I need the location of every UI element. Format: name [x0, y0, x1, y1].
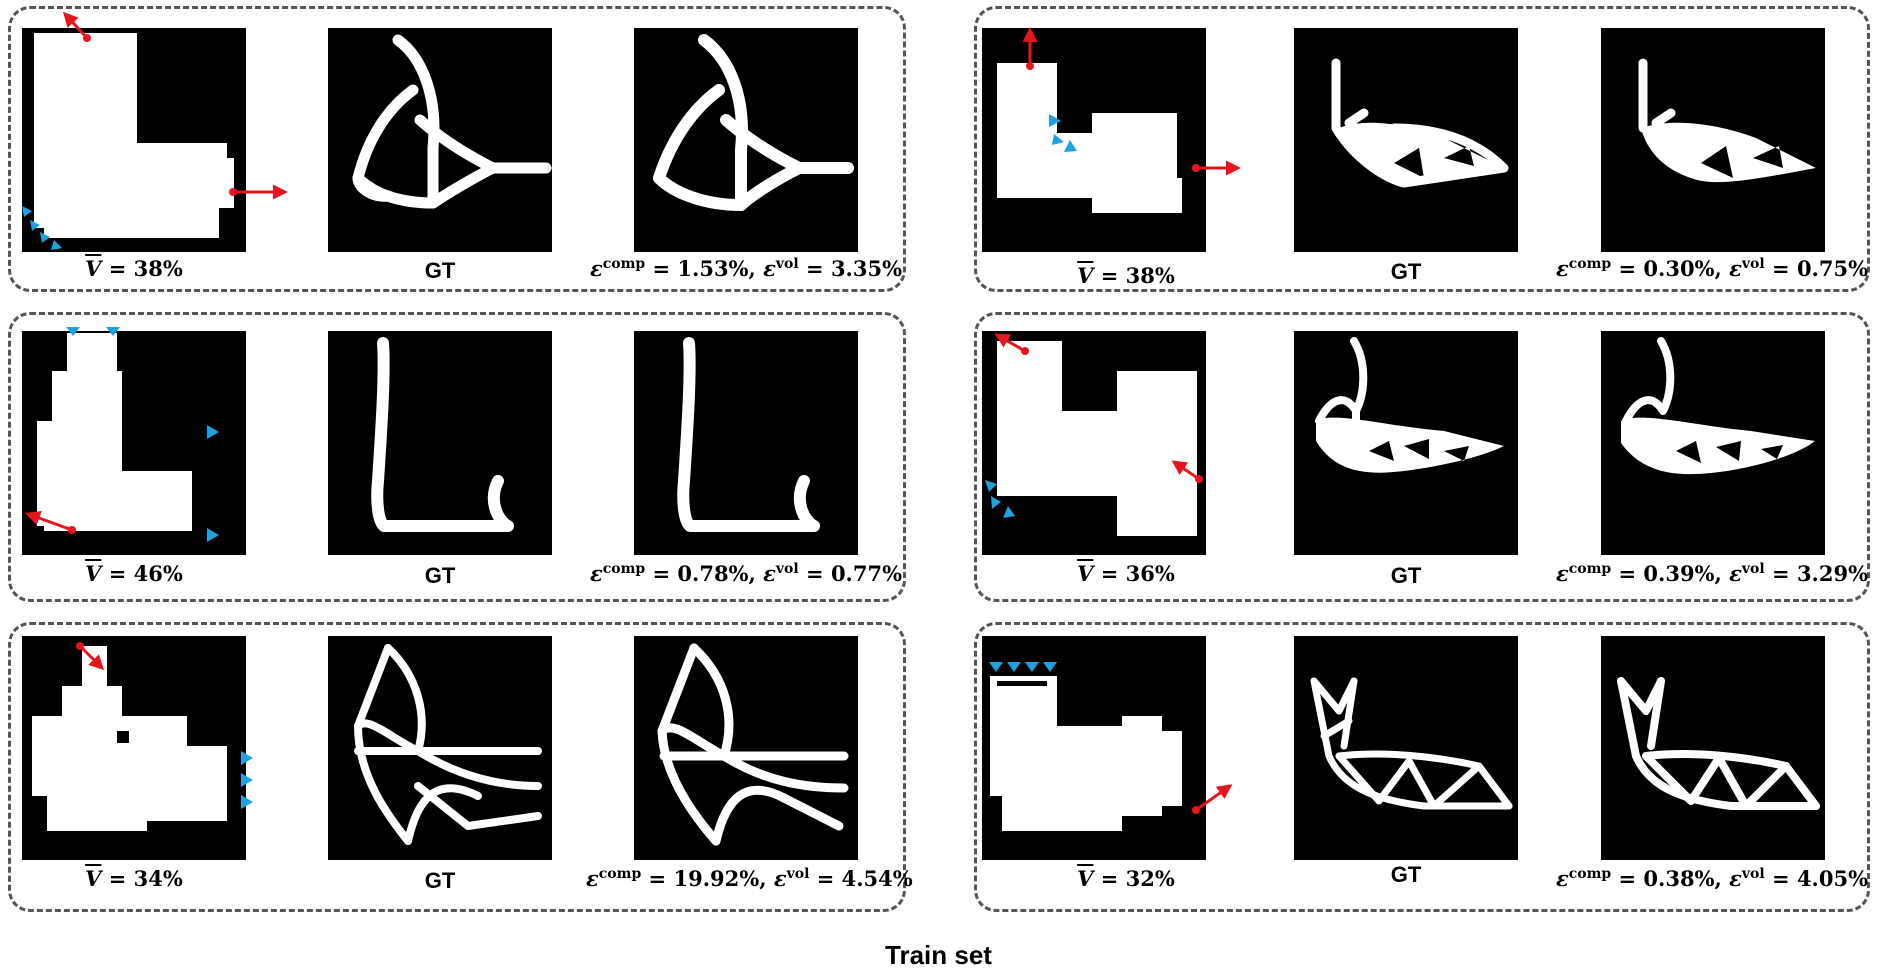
gt-caption: GT	[1390, 563, 1422, 588]
prediction-panel	[634, 636, 858, 860]
comp-error-value: 0.39%	[1643, 561, 1715, 586]
vol-error-value: 4.54%	[841, 866, 913, 891]
comp-error-value: 0.78%	[677, 561, 749, 586]
ground-truth-panel	[328, 28, 552, 252]
sample-group-3	[8, 622, 906, 912]
prediction-panel	[634, 331, 858, 555]
gt-caption: GT	[1390, 259, 1422, 284]
figure-title: Train set	[885, 940, 992, 970]
volume-value: 34%	[133, 866, 183, 891]
volume-caption: V = 38%	[1077, 263, 1175, 288]
vol-error-value: 0.77%	[830, 561, 903, 586]
volume-value: 32%	[1125, 866, 1175, 891]
error-caption: εcomp = 0.39%, εvol = 3.29%	[1555, 561, 1869, 586]
vol-error-value: 4.05%	[1796, 866, 1869, 891]
vol-error-value: 3.29%	[1796, 561, 1869, 586]
prediction-panel	[1601, 636, 1825, 860]
input-domain-panel	[982, 331, 1206, 555]
prediction-panel	[1601, 331, 1825, 555]
volume-value: 36%	[1125, 561, 1175, 586]
ground-truth-panel	[1294, 28, 1518, 252]
sample-group-4	[974, 6, 1870, 292]
volume-value: 46%	[133, 561, 183, 586]
prediction-panel	[1601, 28, 1825, 252]
comp-error-value: 19.92%	[673, 866, 760, 891]
ground-truth-panel	[328, 331, 552, 555]
ground-truth-panel	[328, 636, 552, 860]
sample-group-2	[8, 312, 906, 602]
error-caption: εcomp = 19.92%, εvol = 4.54%	[586, 866, 913, 891]
error-caption: εcomp = 0.30%, εvol = 0.75%	[1555, 256, 1869, 281]
volume-value: 38%	[133, 256, 183, 281]
sample-group-1	[8, 6, 906, 292]
error-caption: εcomp = 0.38%, εvol = 4.05%	[1555, 866, 1869, 891]
gt-caption: GT	[424, 258, 456, 283]
vol-error-value: 0.75%	[1796, 256, 1869, 281]
error-caption: εcomp = 1.53%, εvol = 3.35%	[589, 256, 903, 281]
comp-error-value: 0.38%	[1643, 866, 1715, 891]
volume-caption: V = 38%	[85, 256, 183, 281]
vol-error-value: 3.35%	[830, 256, 903, 281]
error-caption: εcomp = 0.78%, εvol = 0.77%	[589, 561, 903, 586]
input-domain-panel	[22, 28, 246, 252]
ground-truth-panel	[1294, 331, 1518, 555]
sample-group-6	[974, 622, 1870, 912]
volume-caption: V = 36%	[1077, 561, 1175, 586]
volume-symbol: V	[85, 256, 102, 281]
gt-caption: GT	[424, 868, 456, 893]
prediction-panel	[634, 28, 858, 252]
comp-error-value: 0.30%	[1643, 256, 1715, 281]
sample-group-5	[974, 312, 1870, 602]
gt-caption: GT	[1390, 862, 1422, 887]
input-domain-panel	[982, 636, 1206, 860]
input-domain-panel	[22, 636, 246, 860]
volume-caption: V = 46%	[85, 561, 183, 586]
volume-caption: V = 34%	[85, 866, 183, 891]
comp-error-value: 1.53%	[677, 256, 749, 281]
input-domain-panel	[22, 331, 246, 555]
gt-caption: GT	[424, 563, 456, 588]
volume-value: 38%	[1125, 263, 1175, 288]
input-domain-panel	[982, 28, 1206, 252]
ground-truth-panel	[1294, 636, 1518, 860]
volume-caption: V = 32%	[1077, 866, 1175, 891]
